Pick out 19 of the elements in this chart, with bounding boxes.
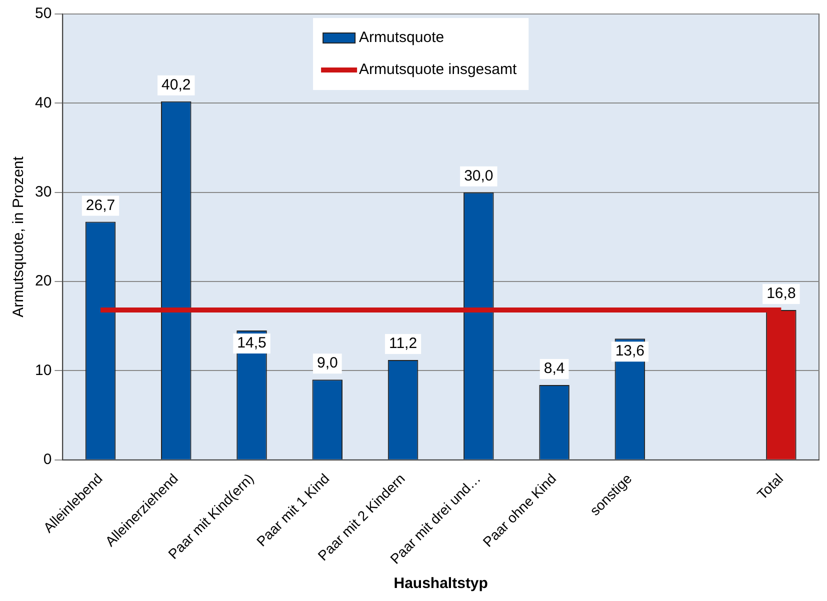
- data-label: 40,2: [162, 76, 191, 94]
- y-tick-label: 20: [34, 272, 52, 290]
- data-label: 9,0: [316, 354, 338, 372]
- data-label: 26,7: [86, 196, 116, 214]
- legend-label: Armutsquote: [359, 29, 444, 46]
- legend-label: Armutsquote insgesamt: [359, 61, 518, 78]
- y-tick-label: 0: [43, 450, 52, 468]
- y-tick-label: 50: [34, 5, 52, 22]
- data-label: 11,2: [388, 335, 418, 352]
- data-label: 16,8: [766, 285, 796, 302]
- y-axis-title: Armutsquote, in Prozent: [10, 156, 28, 318]
- y-tick-label: 10: [34, 362, 52, 379]
- y-tick-label: 30: [34, 183, 52, 200]
- y-tick-label: 40: [34, 94, 52, 112]
- data-label: 8,4: [544, 360, 565, 378]
- data-label: 13,6: [615, 342, 645, 360]
- data-label: 14,5: [237, 334, 266, 352]
- x-axis-title: Haushaltstyp: [394, 575, 488, 592]
- data-label: 30,0: [464, 167, 494, 184]
